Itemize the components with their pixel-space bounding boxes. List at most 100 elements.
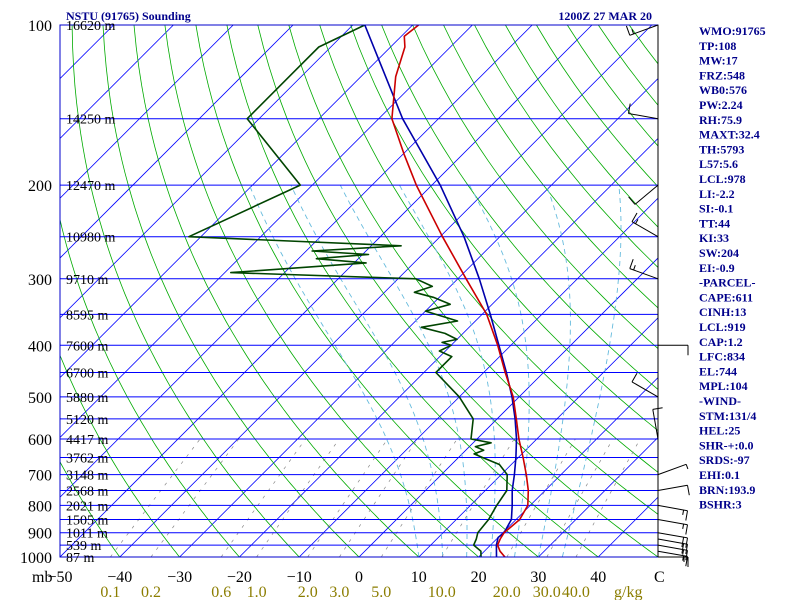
mixing-ratio-line xyxy=(441,438,515,557)
index-line: WMO:91765 xyxy=(699,24,766,38)
mixing-ratio-label: 40.0 xyxy=(562,584,590,600)
height-label: 87 m xyxy=(66,551,95,566)
station-title: NSTU (91765) Sounding xyxy=(66,9,191,23)
pressure-tick-label: 100 xyxy=(28,18,52,35)
wind-barb xyxy=(657,519,688,535)
pressure-tick-label: 500 xyxy=(28,390,52,407)
height-label: 2021 m xyxy=(66,499,109,514)
mixing-ratio-label: 5.0 xyxy=(371,584,391,600)
index-line: BSHR:3 xyxy=(699,498,742,512)
thermo-grid xyxy=(60,25,658,557)
index-line: CAP:1.2 xyxy=(699,335,743,349)
temperature-tick-label: −10 xyxy=(287,569,312,586)
wind-barb xyxy=(657,504,688,521)
index-line: MW:17 xyxy=(699,54,738,68)
height-label: 6700 m xyxy=(66,367,109,382)
dewpoint-trace-line xyxy=(188,25,508,557)
index-line: MPL:104 xyxy=(699,379,748,393)
index-line: RH:75.9 xyxy=(699,113,742,127)
height-label: 3148 m xyxy=(66,469,109,484)
pressure-tick-label: 700 xyxy=(28,468,52,485)
wind-barb xyxy=(631,212,659,238)
mixing-ratio-label: 0.1 xyxy=(100,584,120,600)
index-line: STM:131/4 xyxy=(699,409,756,423)
index-line: TT:44 xyxy=(699,216,730,230)
temperature-tick-label: −50 xyxy=(47,569,72,586)
index-line: FRZ:548 xyxy=(699,68,745,82)
index-line: LCL:919 xyxy=(699,320,746,334)
height-label: 8595 m xyxy=(66,308,109,323)
index-line: LI:-2.2 xyxy=(699,187,735,201)
height-label: 5880 m xyxy=(66,391,109,406)
index-line: CAPE:611 xyxy=(699,290,753,304)
mixing-ratio-line xyxy=(546,438,614,557)
isotherm-line xyxy=(418,317,658,557)
wind-barb xyxy=(628,103,659,120)
temperature-trace-line xyxy=(391,25,530,557)
wind-barb xyxy=(657,463,689,476)
height-label: 7600 m xyxy=(66,339,109,354)
index-line: TP:108 xyxy=(699,39,736,53)
temperature-tick-label: −20 xyxy=(227,569,252,586)
index-line: LCL:978 xyxy=(699,172,746,186)
mixing-ratio-line xyxy=(256,438,340,557)
isotherm-line xyxy=(60,25,533,498)
index-line: SHR-+:0.0 xyxy=(699,438,754,452)
mixing-ratio-line xyxy=(506,438,576,557)
mixing-ratio-label: 0.2 xyxy=(141,584,161,600)
mixing-ratio-label: 2.0 xyxy=(298,584,318,600)
temperature-tick-labels: −50 −40 −30 −20 −10 0 10 20 30 40 xyxy=(47,569,606,586)
pressure-tick-label: 800 xyxy=(28,498,52,515)
height-label: 2568 m xyxy=(66,485,109,500)
temperature-tick-label: 40 xyxy=(590,569,606,586)
isotherm-line xyxy=(60,25,413,379)
height-labels: 16620 m 14250 m 12470 m 10980 m 9710 m 8595 m… xyxy=(66,19,116,566)
isotherm-line xyxy=(60,25,354,319)
index-line: EL:744 xyxy=(699,364,737,378)
index-line: PW:2.24 xyxy=(699,98,743,112)
mixing-ratio-label: 30.0 xyxy=(533,584,561,600)
index-line: SW:204 xyxy=(699,246,739,260)
isotherm-line xyxy=(119,25,653,557)
temperature-tick-label: 20 xyxy=(471,569,487,586)
index-line: SRDS:-97 xyxy=(699,453,750,467)
height-label: 12470 m xyxy=(66,179,116,194)
isotherm-line xyxy=(239,137,658,557)
parcel-trace-line xyxy=(364,25,518,557)
height-label: 539 m xyxy=(66,539,102,554)
mixing-ratio-label: 3.0 xyxy=(329,584,349,600)
index-line: HEL:25 xyxy=(699,424,740,438)
index-line: KI:33 xyxy=(699,231,729,245)
mixing-ratio-label: 1.0 xyxy=(247,584,267,600)
mixing-ratio-unit-label: g/kg xyxy=(614,584,642,600)
wind-barb xyxy=(657,484,690,496)
wind-barb xyxy=(657,550,688,567)
valid-time: 1200Z 27 MAR 20 xyxy=(558,9,652,23)
temperature-axis-label: C xyxy=(654,569,665,586)
pressure-axis-label: mb xyxy=(32,569,52,586)
pressure-tick-label: 900 xyxy=(28,526,52,543)
temperature-tick-label: 10 xyxy=(411,569,427,586)
temperature-tick-label: −30 xyxy=(167,569,192,586)
temperature-tick-label: 30 xyxy=(530,569,546,586)
height-label: 10980 m xyxy=(66,231,116,246)
mixing-ratio-line xyxy=(575,438,641,557)
mixing-ratio-label: 10.0 xyxy=(428,584,456,600)
wind-barb xyxy=(631,372,659,398)
height-label: 16620 m xyxy=(66,19,116,34)
wind-barb xyxy=(628,184,659,205)
index-line: MAXT:32.4 xyxy=(699,128,760,142)
index-line: TH:5793 xyxy=(699,142,744,156)
isotherm-line xyxy=(538,436,658,557)
pressure-tick-label: 300 xyxy=(28,272,52,289)
isotherm-line xyxy=(179,78,658,557)
pressure-tick-labels: 100 200 300 400 500 600 700 800 900 1000 xyxy=(20,18,52,567)
pressure-tick-label: 200 xyxy=(28,178,52,195)
mixing-ratio-label: 20.0 xyxy=(493,584,521,600)
isotherm-line xyxy=(60,25,234,199)
height-label: 3762 m xyxy=(66,452,109,467)
mixing-ratio-line xyxy=(381,438,458,557)
isotherm-line xyxy=(358,257,658,557)
moist-adiabat-line xyxy=(248,184,420,557)
